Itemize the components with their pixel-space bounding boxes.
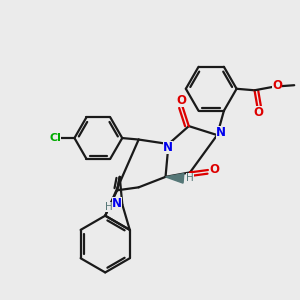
Text: O: O bbox=[209, 163, 219, 176]
Text: N: N bbox=[163, 141, 173, 154]
Text: O: O bbox=[177, 94, 187, 107]
Text: Cl: Cl bbox=[50, 133, 61, 143]
Text: H: H bbox=[186, 173, 194, 183]
Polygon shape bbox=[166, 174, 184, 183]
Text: N: N bbox=[216, 126, 226, 139]
Text: O: O bbox=[253, 106, 263, 119]
Text: O: O bbox=[272, 79, 282, 92]
Text: N: N bbox=[112, 197, 122, 210]
Text: H: H bbox=[105, 202, 112, 212]
